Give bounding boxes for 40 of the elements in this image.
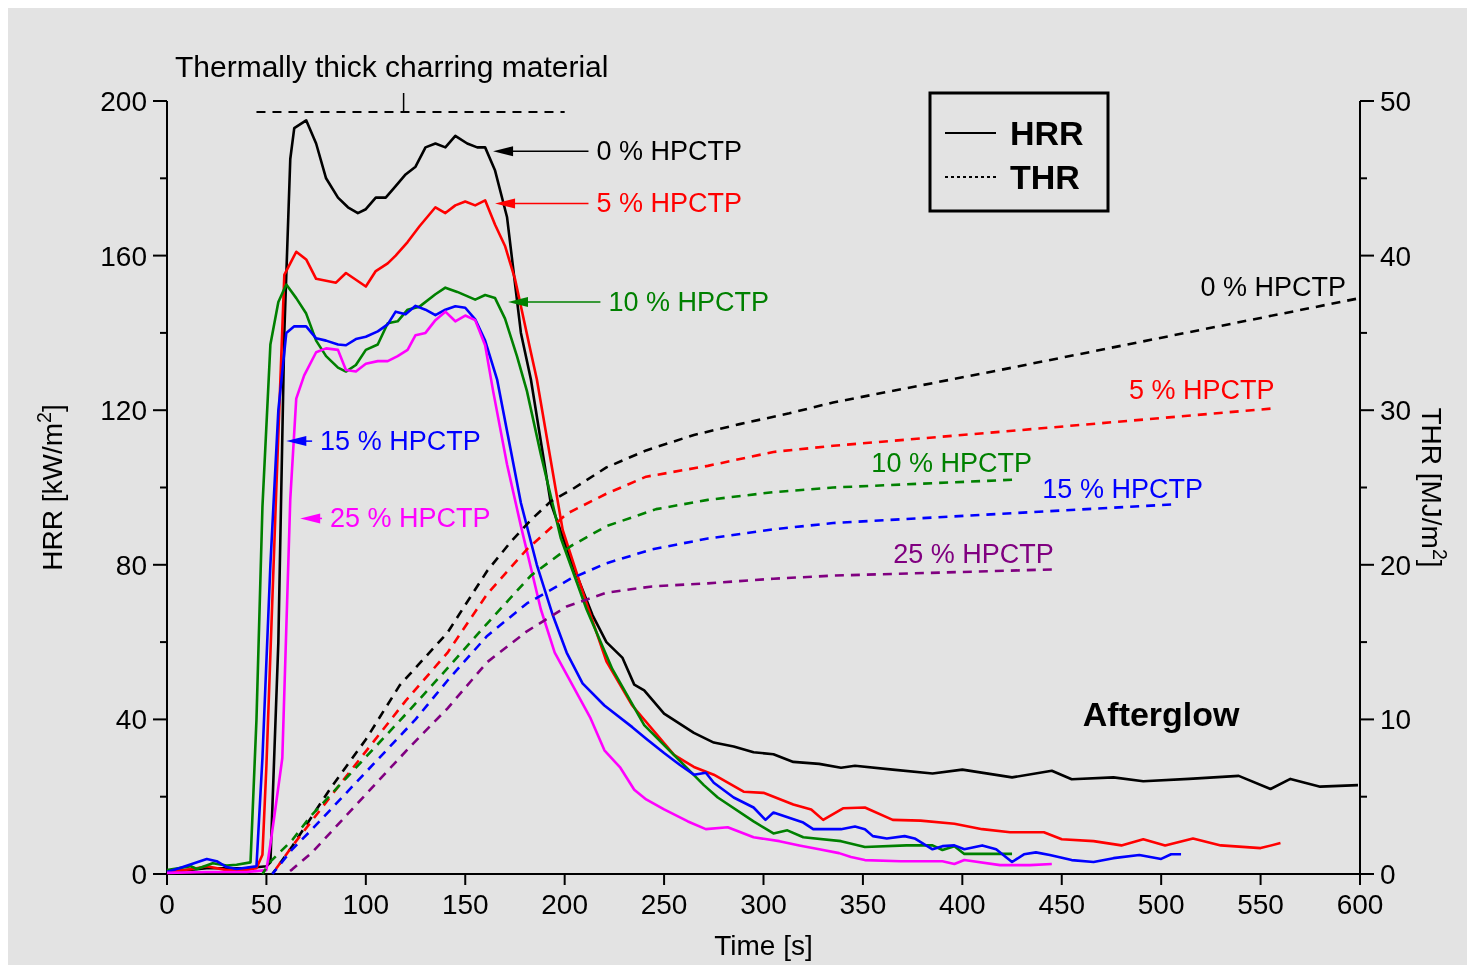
x-tick-label: 250 [640,889,688,920]
x-tick-label: 600 [1336,889,1384,920]
legend-label: 10 % HPCTP [608,286,769,317]
y2-tick-label: 0 [1380,859,1396,890]
x-tick-label: 350 [839,889,887,920]
y-tick-label: 40 [115,704,147,736]
series-label: 25 % HPCTP [893,538,1054,569]
legend-label: 25 % HPCTP [330,503,491,534]
y2-tick-label: 10 [1380,704,1412,736]
y-tick-label: 80 [115,549,147,581]
y-tick-label: 200 [100,86,147,117]
y-tick-label: 160 [100,240,147,272]
series-label: 0 % HPCTP [1200,271,1347,302]
series-label: 10 % HPCTP [871,447,1032,478]
x-axis-title: Time [s] [714,930,813,961]
x-tick-label: 200 [541,889,589,920]
y-tick-label: 0 [131,859,147,890]
y2-tick-label: 30 [1380,395,1412,427]
legend-label: 0 % HPCTP [596,136,743,167]
x-tick-label: 0 [159,889,175,920]
y2-tick-label: 20 [1380,549,1412,581]
legend-label: 15 % HPCTP [320,426,481,457]
series-label: 15 % HPCTP [1042,474,1203,505]
x-tick-label: 550 [1237,889,1284,920]
x-tick-label: 500 [1137,889,1185,920]
x-tick-label: 400 [938,889,986,920]
x-tick-label: 450 [1038,889,1086,920]
x-tick-label: 150 [441,889,489,920]
y-tick-label: 120 [100,395,147,427]
annotation: HRR [1010,114,1084,152]
y2-tick-label: 50 [1380,86,1412,117]
legend-label: 5 % HPCTP [596,188,743,219]
series-label: 5 % HPCTP [1128,375,1275,406]
text: Thermally thick charring material [175,50,609,83]
annotation: Afterglow [1082,695,1241,734]
x-tick-label: 300 [740,889,787,920]
x-tick-label: 50 [250,889,282,920]
annotation: THR [1010,158,1080,196]
x-tick-label: 100 [342,889,390,920]
y2-tick-label: 40 [1380,240,1412,272]
